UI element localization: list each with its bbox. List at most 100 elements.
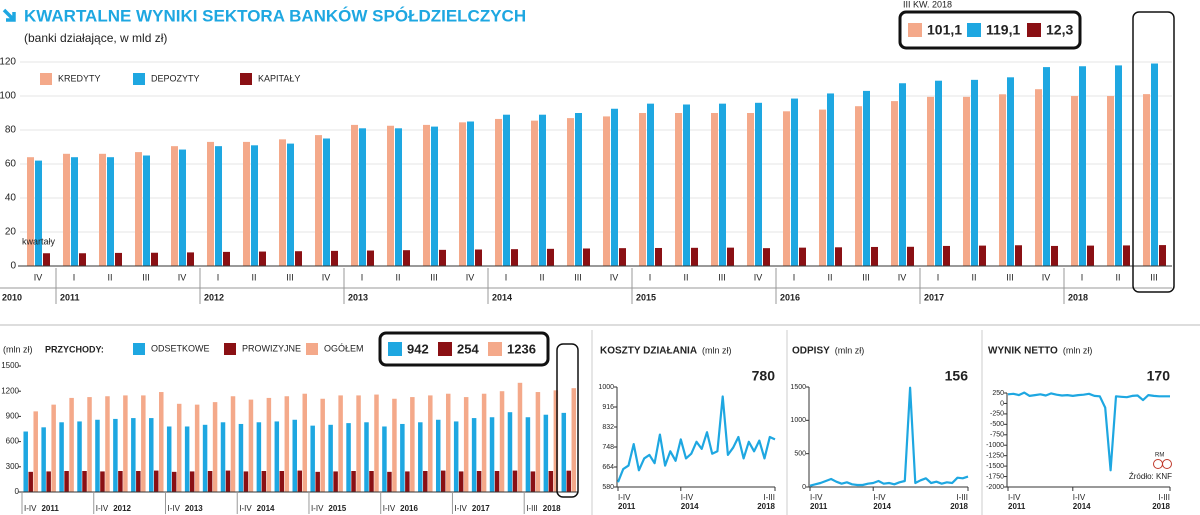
bar xyxy=(471,418,477,492)
bar xyxy=(943,245,950,266)
bar xyxy=(999,94,1006,266)
bar xyxy=(33,411,38,492)
x-year-label: 2018 xyxy=(543,504,561,513)
bar xyxy=(655,247,662,266)
x-range-label: I-IV xyxy=(454,504,467,513)
year-label: 2017 xyxy=(924,292,944,302)
bar xyxy=(230,396,236,492)
bar xyxy=(495,118,502,266)
highlight-value: 119,1 xyxy=(986,22,1020,38)
y-tick-label: 60 xyxy=(5,159,17,170)
x-range-label: I-IV xyxy=(681,493,694,502)
page-subtitle: (banki działające, w mld zł) xyxy=(24,31,167,45)
bar xyxy=(100,471,105,492)
bar xyxy=(1159,245,1166,266)
x-range-label: I-IV xyxy=(383,504,396,513)
bar xyxy=(184,426,190,492)
legend-swatch xyxy=(133,73,145,85)
highlight-swatch xyxy=(1027,23,1041,37)
bar xyxy=(405,471,410,492)
bar xyxy=(367,250,374,266)
bar xyxy=(819,109,826,266)
year-label: 2010 xyxy=(2,292,22,302)
bar xyxy=(284,396,290,492)
x-range-label: I-IV xyxy=(167,504,180,513)
unit-label: (mln zł) xyxy=(3,344,33,354)
bar xyxy=(1007,77,1014,266)
bar xyxy=(611,108,618,266)
bar xyxy=(747,113,754,266)
y-tick-label: 0 xyxy=(10,261,16,272)
bar xyxy=(503,114,510,266)
x-tick-label: IV xyxy=(34,272,43,282)
x-range-label: I-IV xyxy=(239,504,252,513)
bar xyxy=(423,471,428,492)
x-tick-label: III xyxy=(286,272,294,282)
x-tick-label: III xyxy=(142,272,150,282)
bar xyxy=(359,128,366,266)
x-range-label: I-IV xyxy=(1073,493,1086,502)
highlight-value: 942 xyxy=(407,341,429,356)
bar xyxy=(118,471,123,492)
bar xyxy=(131,418,136,492)
bar xyxy=(374,394,379,492)
current-period-box xyxy=(556,343,579,498)
bar xyxy=(154,470,159,492)
y-tick-label: 1000 xyxy=(598,384,614,391)
x-tick-label: II xyxy=(395,272,400,282)
bar xyxy=(727,247,734,266)
bar xyxy=(320,398,325,492)
x-year-label: 2013 xyxy=(185,504,203,513)
y-tick-label: 40 xyxy=(5,193,17,204)
y-tick-label: 500 xyxy=(794,451,806,458)
bar xyxy=(719,103,726,267)
bar xyxy=(292,419,297,492)
bar xyxy=(531,120,538,267)
bar xyxy=(1115,65,1122,267)
bar xyxy=(1051,245,1058,266)
bar xyxy=(395,128,402,266)
y-tick-label: 80 xyxy=(5,125,17,136)
bar xyxy=(418,422,423,492)
bar xyxy=(481,393,487,492)
bar xyxy=(647,103,654,267)
highlight-swatch xyxy=(967,23,981,37)
bar xyxy=(553,390,559,492)
y-tick-label: 916 xyxy=(602,404,614,411)
highlight-value: 156 xyxy=(945,368,969,384)
x-tick-label: I xyxy=(649,272,652,282)
bar xyxy=(1079,66,1086,266)
bar xyxy=(136,471,141,492)
bar xyxy=(243,471,249,492)
bar xyxy=(525,417,531,492)
bar xyxy=(243,141,250,266)
bar xyxy=(1151,63,1158,266)
bar xyxy=(639,113,646,266)
legend-label: PROWIZYJNE xyxy=(242,343,301,353)
bar xyxy=(274,421,280,492)
bar xyxy=(159,392,164,492)
bar xyxy=(530,471,536,492)
bar xyxy=(539,114,546,266)
bar xyxy=(295,251,302,266)
y-tick-label: -1000 xyxy=(986,442,1004,449)
legend-label: KREDYTY xyxy=(58,73,101,83)
bar xyxy=(171,471,177,492)
bar xyxy=(189,471,195,492)
bar xyxy=(248,399,254,492)
bar xyxy=(135,152,142,266)
bar xyxy=(99,153,106,266)
y-tick-label: -750 xyxy=(990,432,1004,439)
bar xyxy=(77,421,82,492)
x-year-label: 2011 xyxy=(1008,502,1026,511)
bar xyxy=(369,471,374,492)
bar xyxy=(279,139,286,266)
bar xyxy=(979,245,986,266)
title-arrow xyxy=(2,8,16,22)
x-tick-label: III xyxy=(574,272,582,282)
panel-unit: (mln zł) xyxy=(1063,345,1093,355)
x-year-label: 2018 xyxy=(1152,502,1170,511)
bar xyxy=(179,149,186,266)
panel-title: WYNIK NETTO xyxy=(988,346,1058,357)
bar xyxy=(1143,94,1150,266)
